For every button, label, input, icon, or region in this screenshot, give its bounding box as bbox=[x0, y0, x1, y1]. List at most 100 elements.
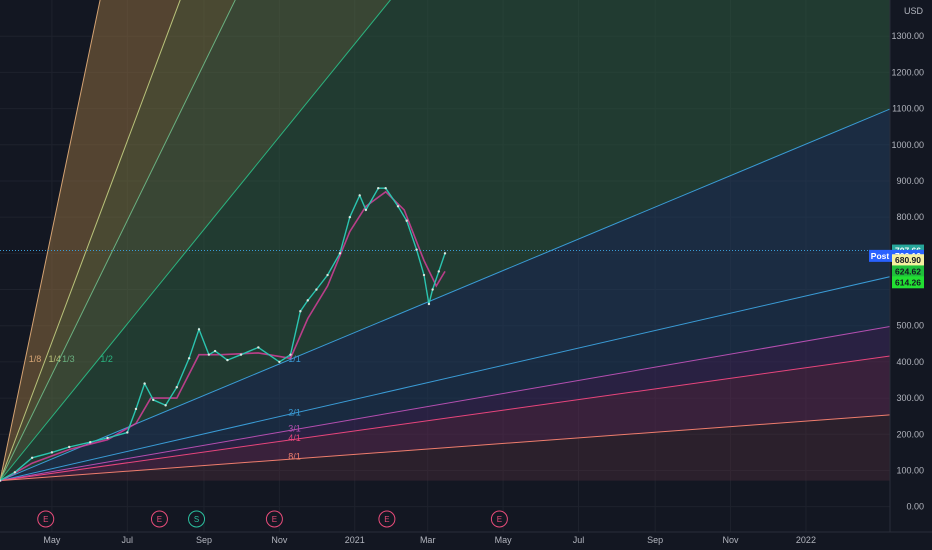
price-label-bg bbox=[892, 265, 924, 278]
price-point bbox=[89, 441, 92, 444]
event-marker-label: E bbox=[384, 515, 389, 524]
price-point bbox=[126, 431, 129, 434]
fan-line[interactable] bbox=[0, 186, 932, 482]
event-marker-label: E bbox=[272, 515, 277, 524]
price-point bbox=[226, 358, 229, 362]
price-tick-label: 300.00 bbox=[896, 393, 924, 403]
time-tick-label: Mar bbox=[420, 535, 436, 545]
fan-line[interactable] bbox=[0, 0, 932, 482]
time-tick-label: Sep bbox=[647, 535, 663, 545]
event-marker-label: E bbox=[43, 515, 48, 524]
time-tick-label: 2022 bbox=[796, 535, 816, 545]
price-point bbox=[431, 288, 434, 291]
price-point bbox=[207, 353, 211, 356]
fan-line-label: 1/2 bbox=[100, 354, 113, 364]
event-marker-e[interactable]: E bbox=[378, 510, 396, 528]
price-point bbox=[134, 407, 138, 411]
price-point bbox=[164, 404, 167, 407]
time-tick-label: Nov bbox=[271, 535, 288, 545]
price-point bbox=[338, 252, 342, 255]
price-axis[interactable]: 0.00 100.00 200.00 300.00 400.00 500.00 800.00… bbox=[891, 31, 924, 511]
time-tick-label: 2021 bbox=[345, 535, 365, 545]
price-point bbox=[187, 357, 191, 360]
price-label-bg bbox=[892, 254, 924, 267]
fan-line-label: 4/1 bbox=[288, 433, 301, 443]
time-axis[interactable]: May Jul Sep Nov 2021 Mar May Jul Sep Nov 2022 bbox=[43, 535, 816, 545]
price-point bbox=[326, 273, 329, 277]
fan-line-label: 1/4 bbox=[49, 354, 62, 364]
price-tick-label: 800.00 bbox=[896, 212, 924, 222]
price-series-layer bbox=[0, 186, 447, 482]
event-marker-circle bbox=[265, 510, 283, 528]
time-tick-label: May bbox=[43, 535, 61, 545]
price-point bbox=[377, 186, 380, 190]
time-tick-label: Jul bbox=[122, 535, 134, 545]
event-marker-circle bbox=[188, 510, 206, 528]
event-marker-circle bbox=[378, 510, 396, 528]
price-line bbox=[0, 187, 446, 482]
price-point bbox=[427, 302, 431, 306]
event-marker-e[interactable]: E bbox=[265, 510, 283, 528]
price-tick-label: 900.00 bbox=[896, 176, 924, 186]
fan-zone-fill bbox=[0, 0, 932, 481]
event-marker-label: S bbox=[194, 515, 199, 524]
event-marker-label: E bbox=[157, 515, 162, 524]
fan-line-label: 1/8 bbox=[29, 354, 42, 364]
price-tick-label: 200.00 bbox=[896, 429, 924, 439]
price-label-text: 624.62 bbox=[895, 266, 921, 276]
price-tick-label: 0.00 bbox=[906, 502, 924, 512]
fan-line[interactable] bbox=[0, 0, 932, 482]
price-tick-label: 500.00 bbox=[896, 321, 924, 331]
fan-line-label: 2/1 bbox=[288, 407, 301, 417]
price-label-tag: Post bbox=[871, 251, 890, 261]
price-point bbox=[239, 353, 243, 356]
fan-line-label: 8/1 bbox=[288, 452, 301, 462]
price-point bbox=[289, 353, 292, 356]
price-point bbox=[443, 252, 447, 255]
event-marker-s[interactable]: S bbox=[188, 510, 206, 528]
price-point bbox=[384, 186, 387, 190]
price-point bbox=[278, 360, 281, 364]
price-point bbox=[175, 386, 178, 389]
price-tick-label: 1200.00 bbox=[891, 67, 924, 77]
price-point bbox=[306, 299, 309, 302]
price-tick-label: 100.00 bbox=[896, 465, 924, 475]
price-point bbox=[152, 398, 155, 402]
price-point bbox=[106, 436, 109, 440]
price-tick-label: 1300.00 bbox=[891, 31, 924, 41]
event-marker-circle bbox=[37, 510, 55, 528]
price-point bbox=[50, 451, 54, 454]
time-tick-label: Nov bbox=[723, 535, 740, 545]
fan-line-label: 3/1 bbox=[288, 423, 301, 433]
price-tick-label: 1000.00 bbox=[891, 140, 924, 150]
price-point bbox=[30, 456, 34, 460]
price-point bbox=[437, 270, 441, 273]
fan-line-label: 1/1 bbox=[288, 354, 301, 364]
gann-fan[interactable]: 1/8 1/4 1/3 1/2 1/1 2/1 3/14/1 8/1 bbox=[0, 0, 932, 482]
price-point bbox=[358, 194, 361, 197]
price-point bbox=[299, 310, 302, 313]
price-label: 614.26 bbox=[892, 276, 924, 289]
event-marker-e[interactable]: E bbox=[37, 510, 55, 528]
currency-label: USD bbox=[904, 6, 924, 16]
price-point bbox=[364, 208, 368, 212]
event-marker-e[interactable]: E bbox=[150, 510, 168, 528]
time-tick-label: Jul bbox=[573, 535, 585, 545]
price-tick-label: 1100.00 bbox=[892, 104, 924, 114]
fan-line[interactable] bbox=[0, 0, 932, 482]
time-tick-label: Sep bbox=[196, 535, 212, 545]
event-marker-e[interactable]: E bbox=[490, 510, 508, 528]
price-point bbox=[315, 288, 318, 291]
fan-line-label: 1/3 bbox=[62, 354, 75, 364]
event-marker-label: E bbox=[497, 515, 502, 524]
price-label-text: 614.26 bbox=[895, 277, 921, 287]
price-point bbox=[68, 445, 71, 449]
price-label: 624.62 bbox=[892, 265, 924, 278]
fan-line[interactable] bbox=[0, 0, 932, 482]
price-point bbox=[348, 215, 352, 219]
price-point bbox=[396, 205, 400, 208]
